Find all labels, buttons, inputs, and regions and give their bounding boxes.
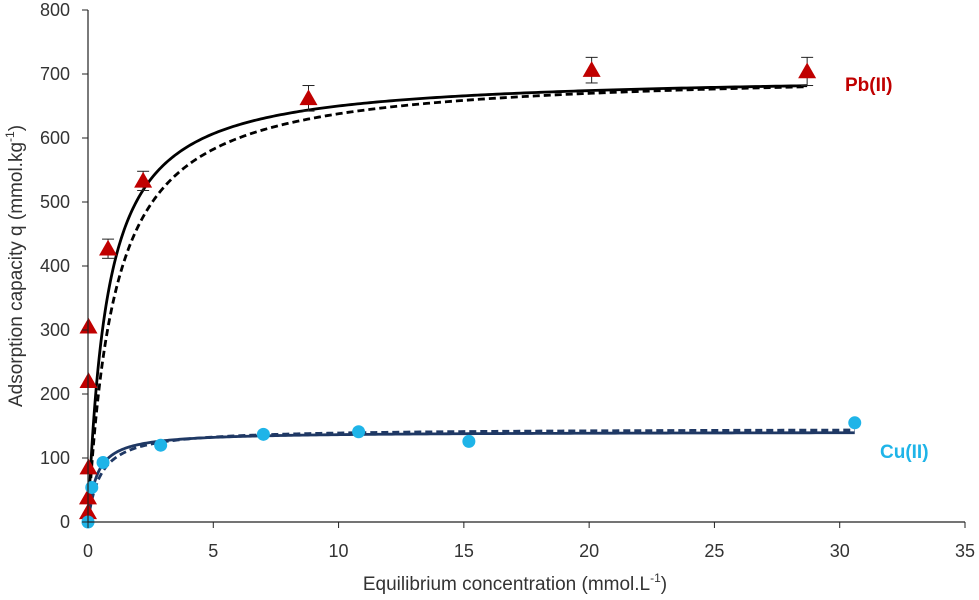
pb-data-point <box>582 61 601 77</box>
cu-data-point <box>256 427 270 441</box>
pb-data-point <box>134 171 153 188</box>
x-tick-label: 35 <box>955 541 975 561</box>
fit-curve-dashed <box>86 428 855 523</box>
y-tick-label: 200 <box>40 384 70 404</box>
x-tick-label: 30 <box>830 541 850 561</box>
markers-layer <box>79 61 862 529</box>
series-label-cu: Cu(II) <box>880 442 929 463</box>
x-axis-title: Equilibrium concentration (mmol.L-1) <box>363 571 667 595</box>
y-tick-label: 400 <box>40 256 70 276</box>
x-tick-label: 10 <box>329 541 349 561</box>
y-tick-label: 700 <box>40 64 70 84</box>
cu-data-point <box>154 438 168 452</box>
y-axis-title: Adsorption capacity q (mmol.kg-1) <box>3 125 27 407</box>
tick-labels: 0 5 10 15 20 25 30 35 0 100 200 300 400 500 600 700 800 <box>40 0 975 561</box>
axes <box>82 9 966 528</box>
x-tick-label: 0 <box>83 541 93 561</box>
fit-curve-solid <box>86 84 808 523</box>
fit-curve-dashed <box>86 85 808 523</box>
y-tick-label: 500 <box>40 192 70 212</box>
pb-data-point <box>798 62 817 79</box>
pb-data-point <box>299 89 318 106</box>
cu-data-point <box>462 434 476 448</box>
x-tick-label: 20 <box>579 541 599 561</box>
y-tick-label: 300 <box>40 320 70 340</box>
y-tick-label: 600 <box>40 128 70 148</box>
cu-data-point <box>848 416 862 430</box>
y-tick-label: 800 <box>40 0 70 20</box>
cu-data-point <box>85 480 99 494</box>
cu-data-point <box>352 425 366 439</box>
x-tick-label: 25 <box>704 541 724 561</box>
series-label-pb: Pb(II) <box>845 75 893 96</box>
x-tick-label: 5 <box>208 541 218 561</box>
x-tick-label: 15 <box>454 541 474 561</box>
y-tick-label: 0 <box>60 512 70 532</box>
pb-data-point <box>99 239 118 256</box>
cu-data-point <box>96 455 110 469</box>
y-tick-label: 100 <box>40 448 70 468</box>
fit-lines-layer <box>86 84 855 523</box>
